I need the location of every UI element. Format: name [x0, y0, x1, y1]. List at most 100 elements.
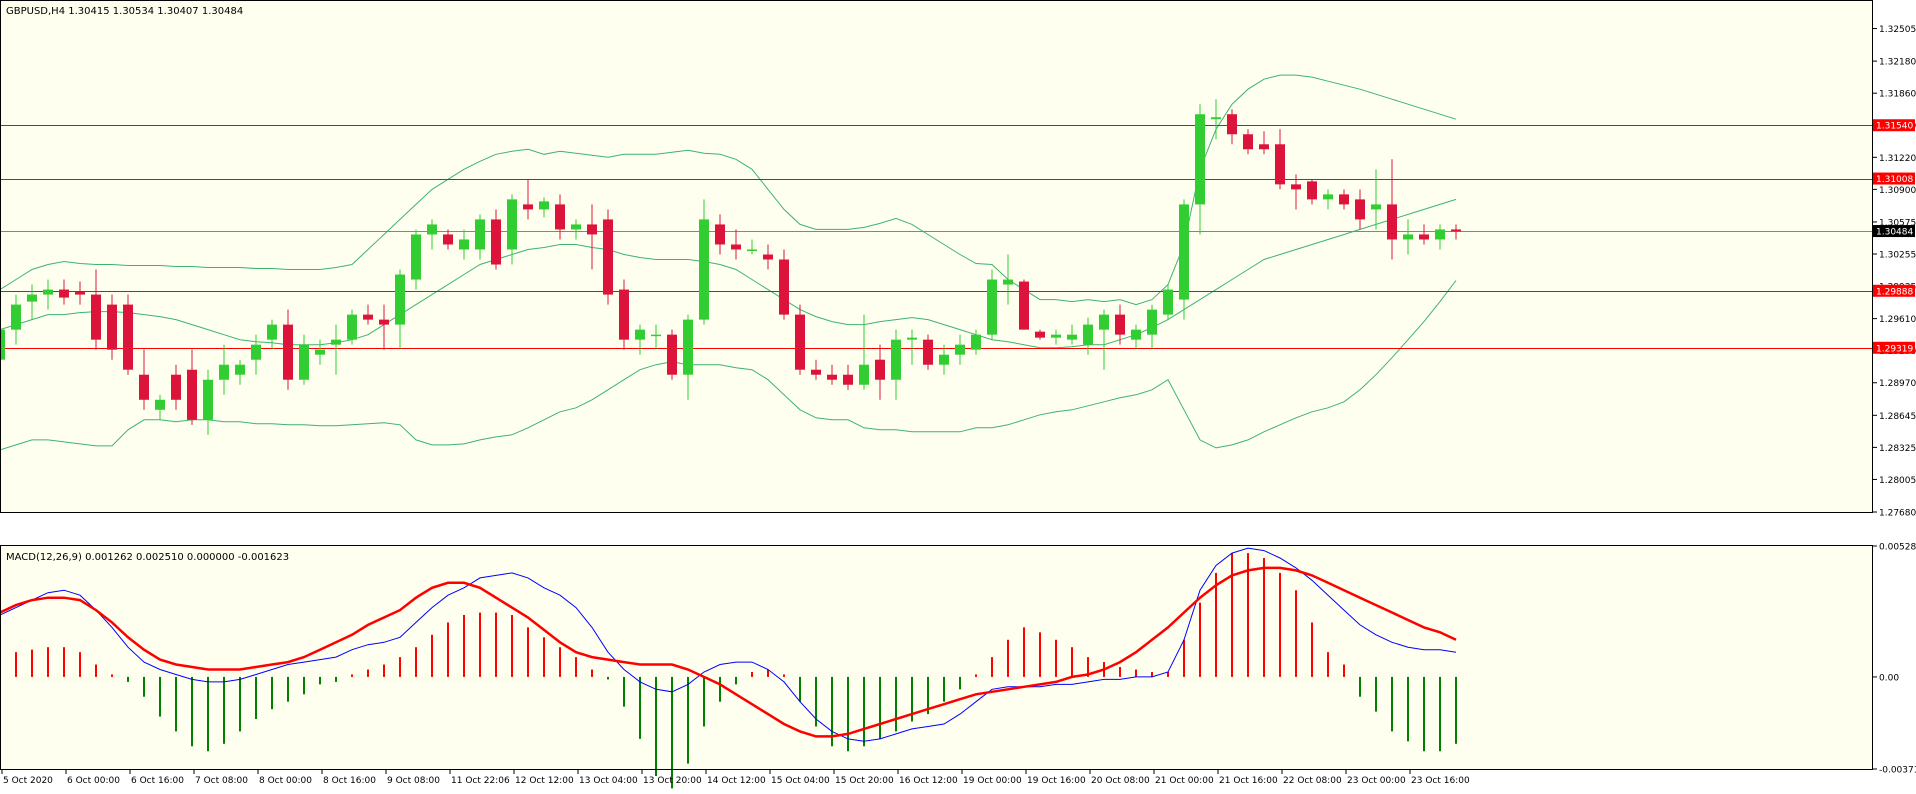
price-tick-label: 1.32505	[1879, 25, 1916, 35]
candle-body	[875, 359, 885, 380]
time-tick-label: 6 Oct 16:00	[131, 776, 184, 786]
candle	[299, 334, 309, 385]
candle-body	[1051, 334, 1061, 338]
candle-body	[1291, 184, 1301, 190]
candle-body	[155, 399, 165, 410]
candle-body	[1147, 309, 1157, 335]
candle	[651, 324, 661, 350]
candle	[1051, 329, 1061, 345]
candle	[763, 244, 773, 270]
macd-tick-label: 0.005286	[1879, 543, 1916, 553]
candle-body	[1403, 234, 1413, 240]
level-price-tag: 1.31540	[1873, 119, 1915, 132]
candle	[1403, 219, 1413, 255]
candle	[43, 279, 53, 310]
candle	[875, 344, 885, 400]
candle	[699, 199, 709, 325]
level-tag-label: 1.31008	[1876, 175, 1913, 185]
candle-body	[923, 339, 933, 365]
candle-body	[0, 329, 5, 360]
candle-body	[555, 204, 565, 230]
price-tick-label: 1.31860	[1879, 90, 1916, 100]
current-tag-label: 1.30484	[1876, 228, 1913, 238]
price-tick-label: 1.27680	[1879, 509, 1916, 519]
candle	[251, 334, 261, 375]
candle-body	[907, 337, 917, 340]
candle	[1195, 104, 1205, 235]
candle	[475, 214, 485, 260]
candle-body	[1371, 204, 1381, 210]
time-tick-label: 11 Oct 22:06	[451, 776, 510, 786]
candle	[27, 284, 37, 320]
candle-body	[1307, 181, 1317, 200]
candle	[267, 319, 277, 350]
candle	[1419, 224, 1429, 245]
candle	[1435, 224, 1445, 250]
time-tick-label: 23 Oct 00:00	[1347, 776, 1406, 786]
macd-panel-background	[0, 545, 1872, 770]
candle-body	[251, 344, 261, 360]
candle	[1323, 189, 1333, 210]
level-price-tag: 1.29319	[1873, 341, 1915, 354]
candle-body	[955, 344, 965, 355]
price-tick-label: 1.29610	[1879, 315, 1916, 325]
candle-body	[1451, 229, 1461, 232]
candle-body	[1275, 144, 1285, 185]
candle	[891, 329, 901, 400]
candle-body	[843, 374, 853, 385]
candle-body	[315, 349, 325, 355]
candle	[523, 179, 533, 220]
candle-body	[987, 279, 997, 335]
candle-body	[891, 339, 901, 380]
candle	[379, 304, 389, 350]
candle	[1291, 174, 1301, 210]
candle	[91, 269, 101, 350]
candle	[363, 304, 373, 325]
level-tag-label: 1.29319	[1876, 344, 1913, 354]
price-axis-background	[1872, 0, 1916, 790]
candle	[107, 294, 117, 360]
time-tick-label: 5 Oct 2020	[3, 776, 53, 786]
candle-body	[667, 334, 677, 375]
candle	[555, 194, 565, 240]
candle	[187, 349, 197, 425]
candle-body	[795, 314, 805, 370]
price-tick-label: 1.28005	[1879, 476, 1916, 486]
candle	[715, 214, 725, 255]
time-tick-label: 12 Oct 12:00	[515, 776, 574, 786]
bollinger-upper-line	[0, 74, 1457, 306]
price-tick-label: 1.32180	[1879, 58, 1916, 68]
candle	[939, 344, 949, 375]
candle-body	[395, 274, 405, 325]
candle-body	[1211, 117, 1221, 120]
time-tick-label: 9 Oct 08:00	[387, 776, 440, 786]
candle-body	[859, 364, 869, 385]
candle-body	[1067, 334, 1077, 340]
bollinger-lower-line	[0, 280, 1457, 451]
candle-body	[827, 374, 837, 380]
candle-body	[1435, 229, 1445, 240]
level-price-tag: 1.29888	[1873, 284, 1915, 297]
candle-body	[1323, 194, 1333, 200]
candle-body	[171, 374, 181, 400]
candle	[491, 209, 501, 270]
candle	[235, 359, 245, 385]
candle-body	[347, 314, 357, 340]
candle-body	[299, 344, 309, 380]
macd-axis: 0.005286 0.00 -0.003717	[1872, 543, 1916, 776]
candle-body	[1339, 194, 1349, 205]
candle	[1067, 324, 1077, 345]
time-tick-label: 13 Oct 04:00	[579, 776, 638, 786]
time-tick-label: 15 Oct 04:00	[771, 776, 830, 786]
candle	[747, 239, 757, 255]
candle	[123, 294, 133, 375]
candle	[139, 349, 149, 410]
candle-body	[219, 364, 229, 380]
macd-indicator	[0, 547, 1457, 789]
candle	[1115, 304, 1125, 345]
candle	[1227, 109, 1237, 145]
candle-body	[1355, 199, 1365, 220]
candle	[635, 324, 645, 355]
